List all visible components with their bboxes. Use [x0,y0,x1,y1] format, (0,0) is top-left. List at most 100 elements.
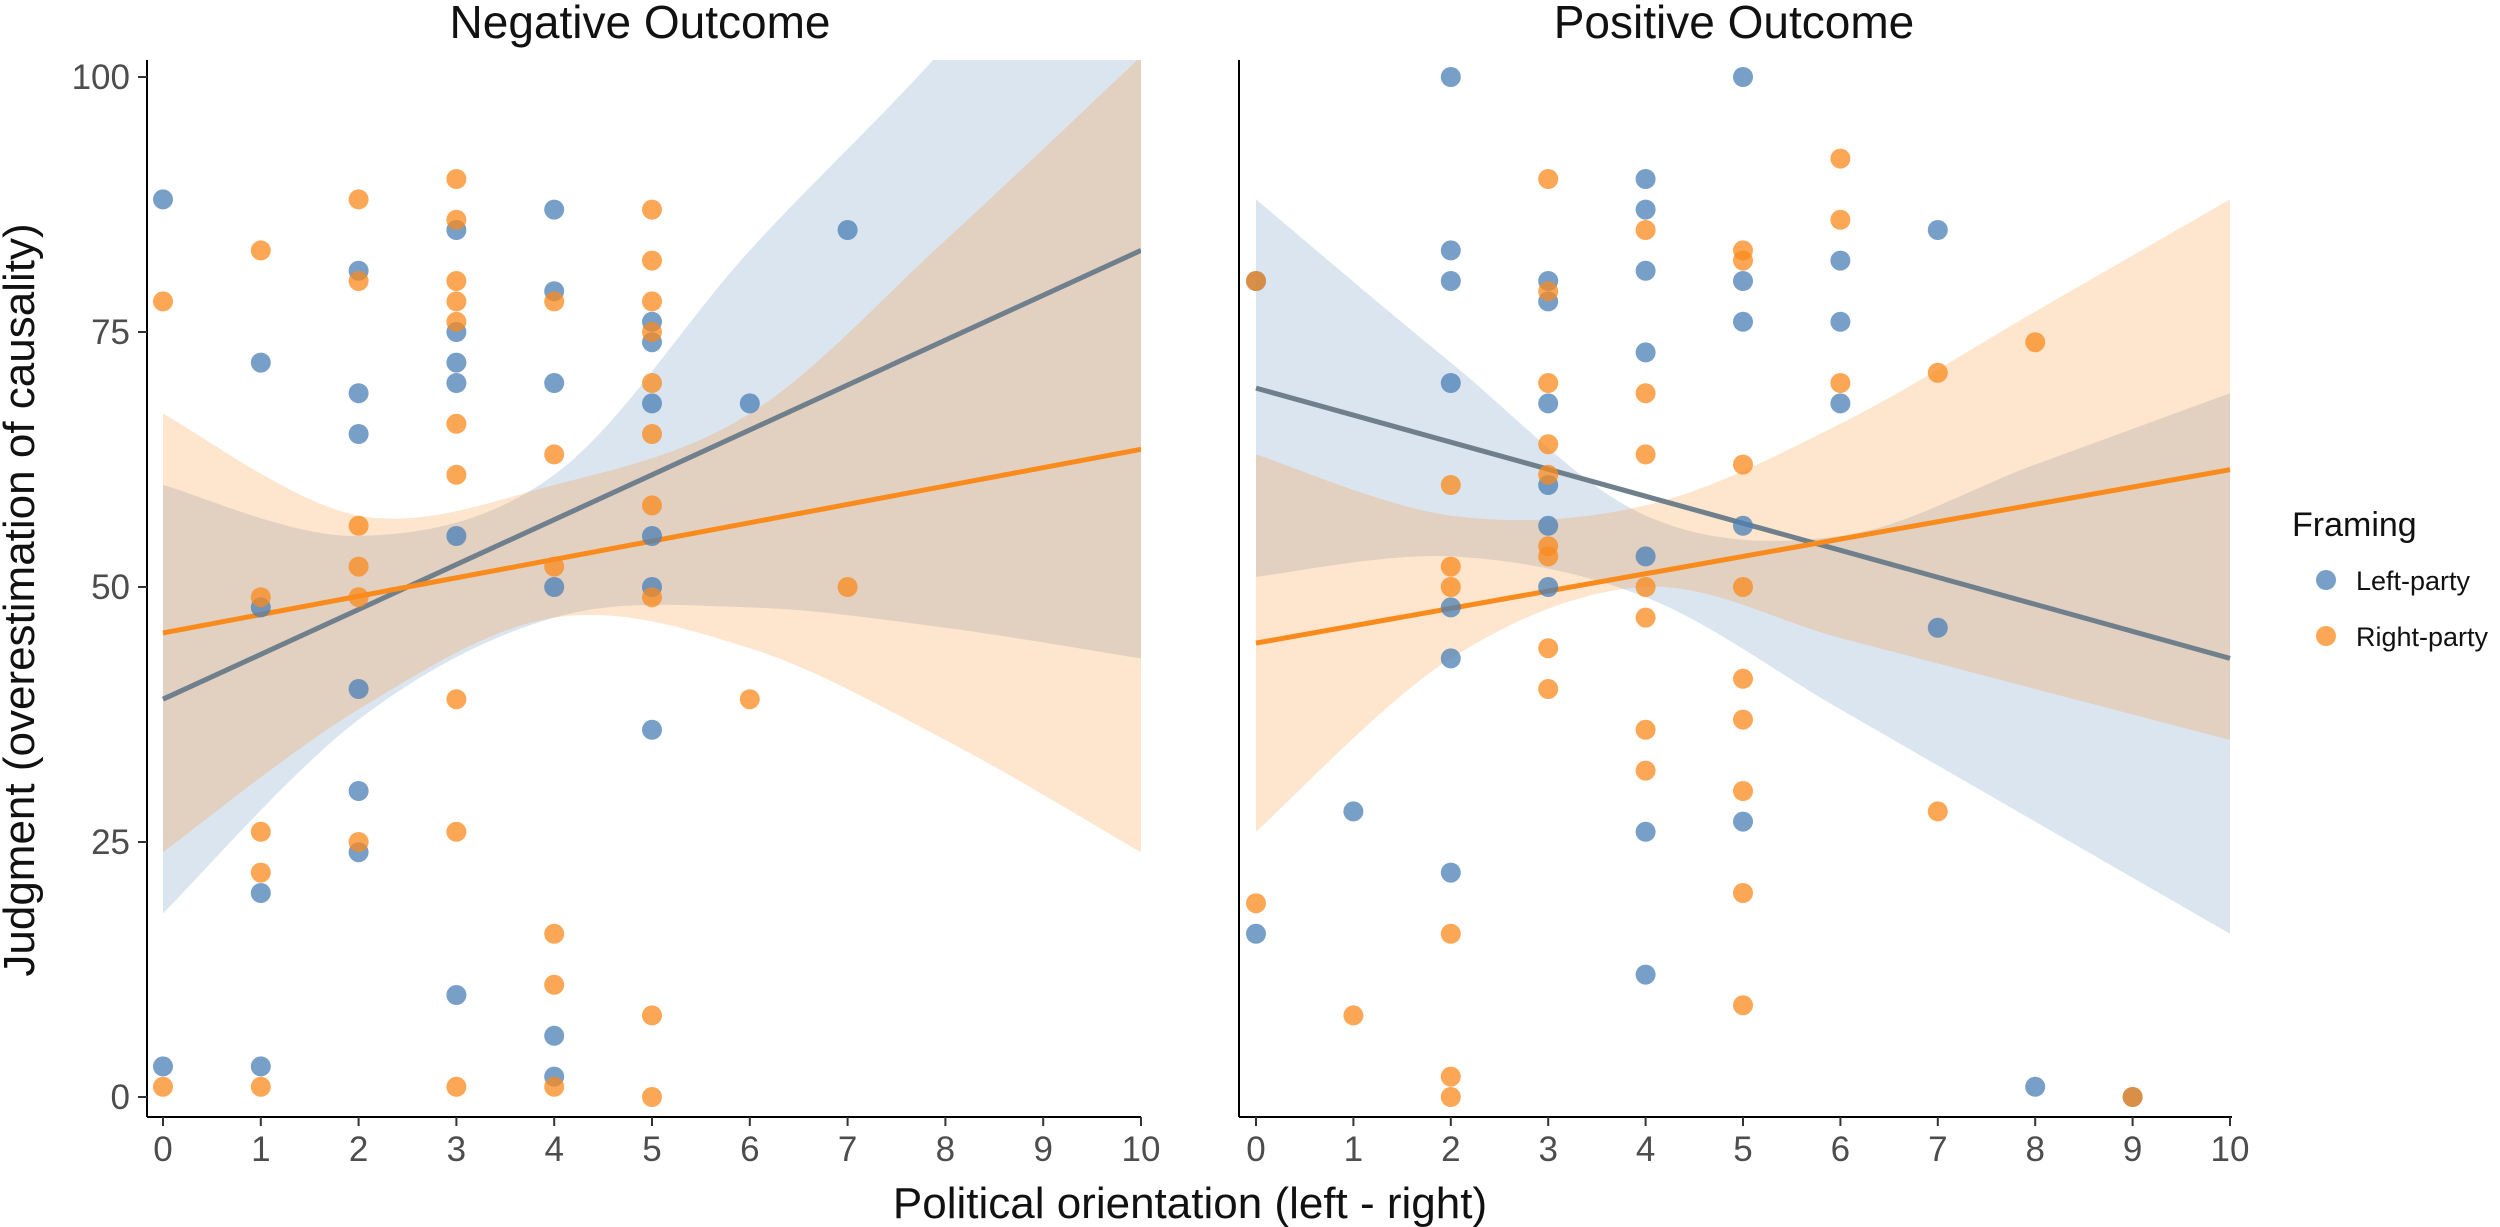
data-point-left-party [446,985,467,1005]
panel-title-positive: Positive Outcome [1554,0,1914,48]
data-point-right-party [642,424,662,444]
data-point-left-party [837,220,858,240]
data-point-left-party [1635,342,1656,363]
data-point-left-party [1538,393,1559,414]
data-point-right-party [1538,679,1559,699]
data-point-right-party [1927,362,1948,383]
data-point-left-party [1830,393,1851,414]
data-point-right-party [1246,271,1266,291]
data-point-left-party [1635,821,1656,842]
data-point-right-party [1830,373,1851,393]
x-axis-title: Political orientation (left - right) [893,1179,1487,1227]
data-point-right-party [446,291,467,312]
panel-positive-outcome: Positive Outcome 0 1 2 3 4 5 6 7 8 9 10 [1238,0,2250,1169]
data-point-left-party [348,424,369,444]
data-point-left-party [1733,311,1753,332]
panel-title-negative: Negative Outcome [450,0,831,48]
data-point-left-party [544,373,565,393]
data-point-right-party [1538,434,1559,455]
data-point-right-party [446,271,467,291]
data-point-right-party [1538,464,1559,485]
data-point-right-party [1733,883,1753,903]
data-point-right-party [642,199,662,220]
data-point-right-party [446,1076,467,1097]
data-point-right-party [642,373,662,393]
data-point-left-party [250,1056,271,1077]
x-tick-label: 1 [1344,1130,1363,1169]
data-point-right-party [348,515,369,536]
x-tick-label: 10 [2211,1130,2250,1169]
data-point-left-party [250,352,271,373]
data-point-left-party [1440,648,1461,669]
data-point-right-party [1830,148,1851,169]
data-point-left-party [1538,577,1559,597]
data-point-right-party [1733,781,1753,801]
x-tick-label: 8 [936,1130,955,1169]
data-point-right-party [837,577,858,597]
data-point-left-party [1733,67,1753,87]
data-point-right-party [642,1005,662,1026]
data-point-right-party [348,189,369,210]
x-tick-label: 3 [1538,1130,1557,1169]
data-point-left-party [348,679,369,699]
data-point-left-party [446,373,467,393]
legend-label-left-party: Left-party [2356,566,2471,596]
y-tick-label: 75 [91,313,130,352]
data-point-right-party [1538,169,1559,189]
data-point-right-party [250,821,271,842]
data-point-right-party [1440,475,1461,495]
data-point-right-party [544,444,565,465]
axes: 0 1 2 3 4 5 6 7 8 9 10 [1238,60,2250,1169]
x-tick-label: 5 [642,1130,661,1169]
ci-band-left-party [163,60,1141,914]
data-point-right-party [446,413,467,434]
data-point-right-party [1538,281,1559,302]
y-tick-label: 100 [72,58,130,97]
x-tick-label: 4 [544,1130,563,1169]
legend: Framing Left-party Right-party [2292,506,2489,652]
data-point-right-party [1635,760,1656,781]
data-point-right-party [446,209,467,230]
data-point-right-party [544,556,565,577]
x-tick-label: 2 [1441,1130,1460,1169]
confidence-bands [163,60,1141,914]
data-point-left-party [446,352,467,373]
data-point-right-party [1733,454,1753,475]
ci-band-left-party [1256,199,2230,934]
x-tick-label: 0 [1246,1130,1265,1169]
data-point-right-party [739,689,760,710]
data-point-right-party [544,923,565,944]
data-point-right-party [446,169,467,189]
data-point-right-party [544,1076,565,1097]
data-point-left-party [1733,271,1753,291]
data-point-right-party [1733,577,1753,597]
data-point-left-party [1538,515,1559,536]
data-point-right-party [642,291,662,312]
legend-title: Framing [2292,506,2417,544]
data-point-right-party [1440,577,1461,597]
x-tick-label: 9 [2123,1130,2142,1169]
data-point-right-party [642,1087,662,1107]
data-point-right-party [1635,220,1656,240]
x-tick-label: 6 [740,1130,759,1169]
data-point-left-party [1440,67,1461,87]
y-tick-label: 0 [111,1078,130,1117]
data-point-right-party [446,464,467,485]
data-point-left-party [1927,617,1948,638]
data-point-right-party [446,311,467,332]
data-point-right-party [250,1076,271,1097]
data-point-left-party [1343,801,1364,822]
data-point-right-party [2122,1087,2143,1107]
data-point-left-party [348,383,369,404]
data-point-right-party [1733,668,1753,689]
fit-line-right-party [1255,467,2231,646]
y-axis-title: Judgment (overestimation of causality) [0,223,44,976]
data-point-right-party [1440,556,1461,577]
data-point-left-party [1733,811,1753,832]
data-point-right-party [1440,1066,1461,1087]
data-points [1246,67,2143,1107]
data-point-right-party [250,240,271,261]
data-point-right-party [1927,801,1948,822]
